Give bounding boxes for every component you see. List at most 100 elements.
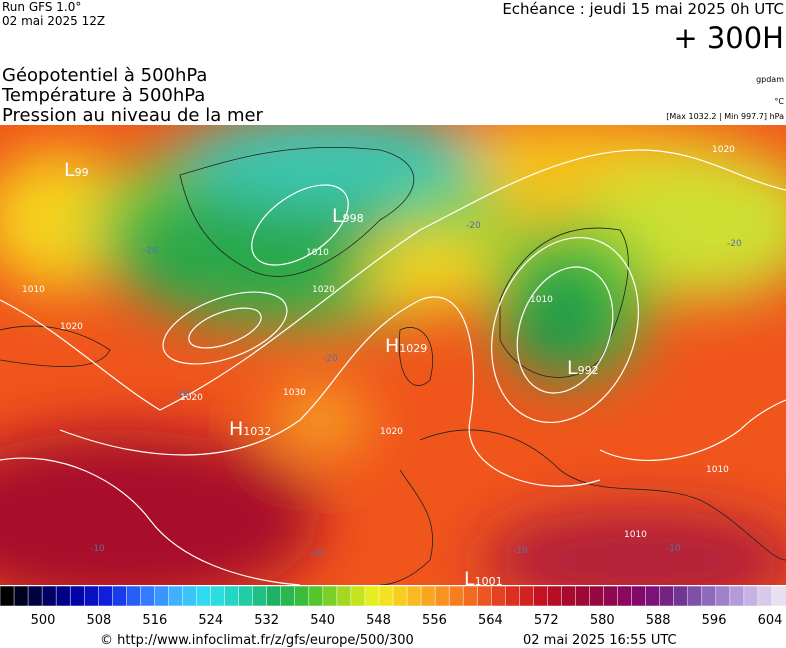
color-swatch — [448, 585, 464, 607]
color-bar-label: 588 — [646, 613, 671, 628]
temperature-label: -10 — [666, 544, 681, 554]
color-bar-label: 604 — [758, 613, 783, 628]
temperature-label: -20 — [175, 389, 190, 399]
center-value: 992 — [578, 364, 599, 377]
color-swatch — [603, 585, 619, 607]
color-swatch — [617, 585, 633, 607]
color-swatch — [322, 585, 338, 607]
color-swatch — [420, 585, 436, 607]
color-swatch — [491, 585, 506, 607]
color-bar-label: 564 — [478, 613, 503, 628]
color-bar-labels: 500 508 516 524 532 540 548 556 564 572 580 588 596 6… — [31, 613, 783, 628]
color-swatch — [154, 585, 169, 607]
color-swatch — [13, 585, 29, 607]
color-swatch — [575, 585, 591, 607]
unit: gpdam — [756, 75, 784, 84]
center-value: 998 — [343, 212, 364, 225]
color-swatch — [210, 585, 226, 607]
color-swatch — [224, 585, 240, 607]
temperature-label: -10 — [309, 549, 324, 559]
color-bar-label: 524 — [198, 613, 223, 628]
field-title: Pression au niveau de la mer — [2, 105, 264, 126]
color-bar-label: 548 — [366, 613, 391, 628]
unit: °C — [774, 97, 784, 106]
color-bar-label: 516 — [142, 613, 167, 628]
pressure-center: H1029 — [385, 335, 427, 357]
color-bar-label: 508 — [87, 613, 112, 628]
color-swatch — [729, 585, 745, 607]
color-swatch — [294, 585, 310, 607]
color-swatch — [547, 585, 562, 607]
color-swatch — [364, 585, 380, 607]
color-swatch — [589, 585, 605, 607]
isobar-label: 1010 — [22, 285, 45, 295]
center-value: 1001 — [475, 575, 503, 588]
field-title: Géopotentiel à 500hPa — [2, 65, 207, 86]
color-swatch — [266, 585, 282, 607]
pressure-center: L992 — [567, 357, 599, 379]
center-letter: L — [464, 568, 475, 590]
temperature-label: -20 — [143, 246, 158, 256]
generated: 02 mai 2025 16:55 UTC — [523, 633, 677, 648]
color-swatch — [280, 585, 296, 607]
center-letter: H — [229, 418, 243, 440]
color-swatch — [336, 585, 352, 607]
color-swatch — [476, 585, 492, 607]
color-bar-label: 556 — [422, 613, 447, 628]
color-bar-label: 500 — [31, 613, 56, 628]
color-swatch — [645, 585, 661, 607]
temperature-label: -20 — [727, 239, 742, 249]
isobar-label: 1020 — [180, 393, 203, 403]
color-swatch — [659, 585, 675, 607]
center-letter: H — [385, 335, 399, 357]
temperature-label: -20 — [323, 354, 338, 364]
isobar-label: 1020 — [60, 322, 83, 332]
color-swatch — [27, 585, 43, 607]
center-letter: L — [567, 357, 578, 379]
color-bar — [0, 585, 786, 607]
color-swatch — [308, 585, 324, 607]
run-date: 02 mai 2025 12Z — [2, 14, 105, 28]
color-swatch — [701, 585, 717, 607]
pressure-center: H1032 — [229, 418, 271, 440]
color-swatch — [55, 585, 71, 607]
color-swatch — [238, 585, 254, 607]
color-swatch — [0, 585, 15, 607]
temperature-label: -10 — [513, 546, 528, 556]
color-swatch — [462, 585, 478, 607]
color-swatch — [533, 585, 548, 607]
color-swatch — [771, 585, 786, 607]
color-swatch — [378, 585, 394, 607]
color-swatch — [631, 585, 647, 607]
pressure-center: L1001 — [464, 568, 503, 590]
isobar-label: 1010 — [706, 465, 729, 475]
color-swatch — [252, 585, 268, 607]
isobar-label: 1010 — [306, 248, 329, 258]
color-bar-label: 580 — [590, 613, 615, 628]
temperature-label: -20 — [466, 221, 481, 231]
color-swatch — [98, 585, 113, 607]
source: © http://www.infoclimat.fr/z/gfs/europe/… — [100, 633, 414, 648]
lead-time: + 300H — [673, 21, 784, 55]
color-swatch — [182, 585, 198, 607]
center-letter: L — [332, 205, 343, 227]
center-letter: L — [64, 159, 75, 181]
color-swatch — [112, 585, 127, 607]
color-swatch — [757, 585, 773, 607]
center-value: 1029 — [399, 342, 427, 355]
color-swatch — [673, 585, 689, 607]
color-bar-label: 572 — [534, 613, 559, 628]
color-swatch — [743, 585, 759, 607]
color-swatch — [406, 585, 422, 607]
isobar-label: 1010 — [624, 530, 647, 540]
temperature-label: -10 — [90, 544, 105, 554]
color-swatch — [505, 585, 520, 607]
color-swatch — [140, 585, 155, 607]
pressure-centers: L99 L998 H1029 H1032 L992 L1001 — [64, 159, 599, 590]
color-swatch — [41, 585, 57, 607]
color-swatch — [392, 585, 408, 607]
color-swatch — [168, 585, 184, 607]
pressure-center: L99 — [64, 159, 89, 181]
run: Run GFS 1.0° — [2, 0, 81, 14]
